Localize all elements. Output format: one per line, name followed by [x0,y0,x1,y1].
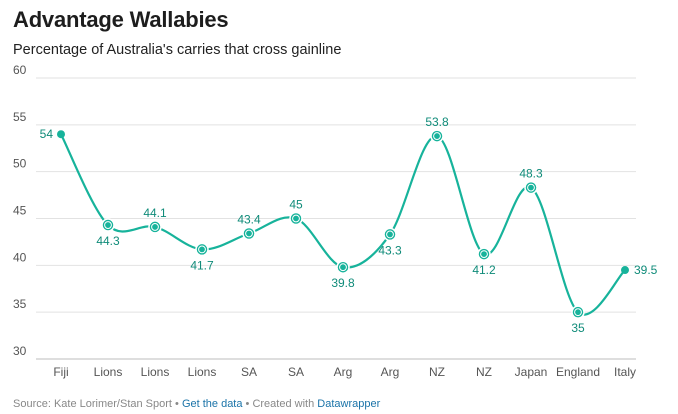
chart-title: Advantage Wallabies [13,7,229,32]
x-tick-label: England [556,365,600,379]
x-tick-label: SA [288,365,304,379]
data-markers [57,129,629,319]
get-data-link[interactable]: Get the data [181,398,243,410]
y-axis-ticks: 30 35 40 45 50 55 60 [13,63,27,358]
x-tick-label: NZ [476,365,492,379]
chart-subtitle: Percentage of Australia's carries that c… [13,42,342,58]
data-labels: 54 44.3 44.1 41.7 43.4 45 39.8 43.3 53.8 41.2 48.3… [40,115,658,335]
data-point-marker-inner [339,263,347,272]
x-tick-label: Arg [381,365,400,379]
x-tick-label: Arg [334,365,353,379]
x-tick-label: Lions [94,365,123,379]
data-point-marker-inner [104,221,112,229]
created-with-text: • Created with [242,398,318,410]
data-label: 44.3 [96,234,120,248]
datawrapper-link[interactable]: Datawrapper [317,398,381,410]
gridlines [36,77,636,360]
x-tick-label: NZ [429,365,445,379]
source-text: Source: Kate Lorimer/Stan Sport [13,398,172,410]
data-point-marker-inner [433,132,441,140]
data-label: 41.2 [472,263,496,277]
x-axis-ticks: Fiji Lions Lions Lions SA SA Arg Arg NZ NZ Japan En… [53,365,636,379]
x-tick-label: Lions [188,365,217,379]
data-label: 35 [571,321,585,335]
data-label: 41.7 [190,258,214,272]
data-point-marker-inner [480,250,488,258]
x-tick-label: Italy [614,365,636,379]
data-point-marker-inner [386,230,394,239]
data-point-marker-inner [151,223,159,231]
x-tick-label: Japan [515,365,548,379]
y-tick-label: 40 [13,250,27,264]
data-point-marker-inner [245,229,253,238]
data-point-marker [621,266,629,275]
y-tick-label: 35 [13,297,27,311]
y-tick-label: 55 [13,110,27,124]
data-point-marker-inner [574,308,582,317]
data-point-marker-inner [198,245,206,254]
y-tick-label: 50 [13,157,27,171]
data-label: 48.3 [519,167,543,181]
data-label: 45 [289,198,303,212]
data-label: 54 [40,127,54,141]
data-label: 39.8 [331,276,355,290]
chart-footer: Source: Kate Lorimer/Stan Sport • Get th… [13,398,380,410]
data-label: 44.1 [143,206,167,220]
data-label: 53.8 [425,115,449,129]
data-point-marker-inner [292,214,300,223]
data-point-marker [57,130,65,139]
y-tick-label: 30 [13,344,27,358]
x-tick-label: SA [241,365,257,379]
x-tick-label: Fiji [53,365,68,379]
data-label: 43.4 [237,212,261,226]
y-tick-label: 60 [13,63,27,77]
x-tick-label: Lions [141,365,170,379]
data-label: 39.5 [634,263,658,277]
y-tick-label: 45 [13,204,27,218]
data-label: 43.3 [378,243,402,257]
footer-separator: • [171,398,182,410]
data-point-marker-inner [527,183,535,192]
